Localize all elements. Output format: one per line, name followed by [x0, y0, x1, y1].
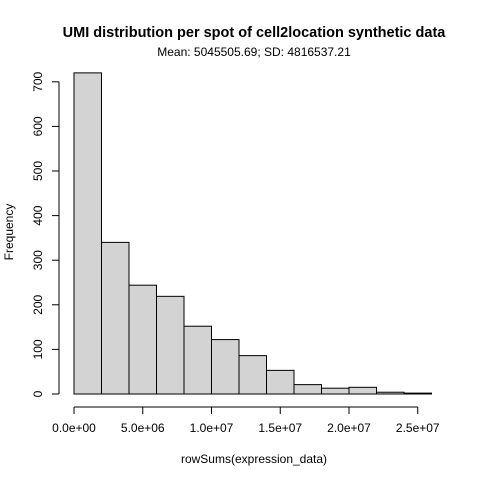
histogram-bar — [348, 386, 377, 395]
x-tick-label: 5.0e+06 — [121, 421, 165, 435]
x-tick-label: 1.0e+07 — [190, 421, 234, 435]
histogram-bar — [183, 325, 212, 395]
y-tick-label: 700 — [31, 71, 45, 91]
histogram-bar — [101, 241, 130, 395]
x-tick-label: 2.0e+07 — [327, 421, 371, 435]
histogram-bar — [321, 387, 350, 395]
y-tick-label: 300 — [31, 250, 45, 270]
y-axis: 0 100 200 300 400 500 600 700 — [31, 71, 60, 397]
x-axis: 0.0e+00 5.0e+06 1.0e+07 1.5e+07 2.0e+07 2.5e+… — [52, 406, 440, 435]
histogram-bar — [73, 72, 102, 395]
histogram-bar — [403, 392, 432, 395]
histogram-bars — [73, 72, 432, 395]
histogram-bar — [376, 391, 405, 395]
histogram-bar — [293, 384, 322, 395]
histogram-bar — [128, 284, 157, 395]
x-tick-label: 2.5e+07 — [396, 421, 440, 435]
x-tick-label: 1.5e+07 — [258, 421, 302, 435]
histogram-bar — [156, 295, 185, 395]
y-tick-label: 500 — [31, 161, 45, 181]
y-tick-label: 600 — [31, 116, 45, 136]
y-tick-label: 400 — [31, 205, 45, 225]
chart-subtitle: Mean: 5045505.69; SD: 4816537.21 — [157, 45, 351, 59]
histogram-bar — [211, 339, 240, 395]
x-axis-label: rowSums(expression_data) — [181, 452, 327, 466]
x-tick-label: 0.0e+00 — [52, 421, 96, 435]
chart-title: UMI distribution per spot of cell2locati… — [63, 25, 447, 41]
histogram-bar — [238, 355, 267, 395]
y-tick-label: 100 — [31, 339, 45, 359]
y-axis-label: Frequency — [2, 204, 16, 261]
y-tick-label: 0 — [31, 390, 45, 397]
y-tick-label: 200 — [31, 294, 45, 314]
histogram-bar — [266, 369, 295, 395]
